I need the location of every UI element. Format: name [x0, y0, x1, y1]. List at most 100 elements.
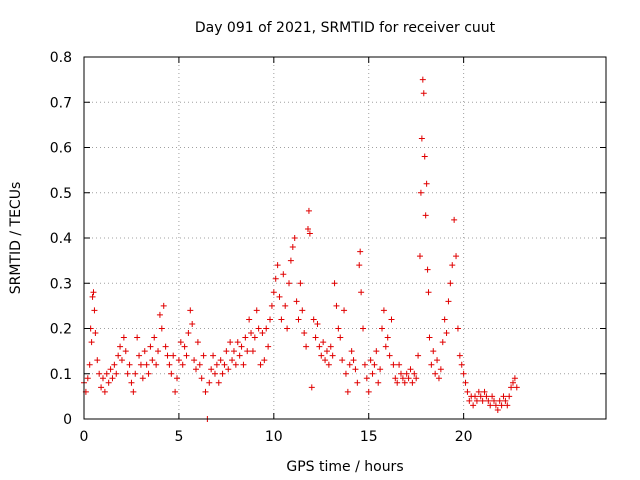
data-point: [310, 316, 317, 323]
data-point: [166, 361, 173, 368]
data-point: [238, 343, 245, 350]
data-point: [500, 393, 507, 400]
data-point: [139, 375, 146, 382]
data-point: [479, 397, 486, 404]
data-point: [373, 348, 380, 355]
data-point: [286, 280, 293, 287]
data-point: [229, 357, 236, 364]
data-point: [134, 334, 141, 341]
data-point: [96, 370, 103, 377]
data-point: [322, 357, 329, 364]
data-point: [496, 397, 503, 404]
data-point: [126, 361, 133, 368]
data-point: [244, 348, 251, 355]
data-point: [350, 357, 357, 364]
data-point: [371, 361, 378, 368]
data-point: [306, 230, 313, 237]
data-point: [263, 325, 270, 332]
data-point: [141, 348, 148, 355]
data-point: [179, 361, 186, 368]
data-point: [475, 388, 482, 395]
data-point: [483, 393, 490, 400]
data-point: [318, 352, 325, 359]
data-point: [225, 366, 232, 373]
data-point: [248, 330, 255, 337]
data-point: [424, 266, 431, 273]
data-point: [242, 334, 249, 341]
data-point: [272, 275, 279, 282]
data-point: [487, 402, 494, 409]
data-point: [103, 370, 110, 377]
x-tick-label: 5: [174, 429, 183, 445]
data-point: [511, 375, 518, 382]
data-point: [456, 352, 463, 359]
data-point: [230, 348, 237, 355]
data-point: [477, 393, 484, 400]
data-point: [342, 370, 349, 377]
data-point: [399, 375, 406, 382]
data-point: [489, 393, 496, 400]
data-point: [246, 316, 253, 323]
data-point: [352, 366, 359, 373]
data-point: [211, 370, 218, 377]
data-point: [249, 348, 256, 355]
data-point: [99, 375, 106, 382]
data-point: [506, 393, 513, 400]
data-point: [181, 343, 188, 350]
data-point: [117, 343, 124, 350]
data-point: [363, 375, 370, 382]
data-point: [508, 384, 515, 391]
data-point: [377, 366, 384, 373]
data-point: [434, 357, 441, 364]
x-tick-label: 10: [265, 429, 283, 445]
x-tick-label: 20: [455, 429, 473, 445]
data-point: [348, 348, 355, 355]
data-point: [168, 370, 175, 377]
x-axis-label: GPS time / hours: [286, 459, 403, 475]
data-point: [91, 307, 98, 314]
data-point: [219, 370, 226, 377]
data-point: [291, 235, 298, 241]
data-point: [308, 384, 315, 391]
data-point: [375, 379, 382, 386]
y-tick-label: 0.2: [50, 322, 72, 338]
data-point: [215, 379, 222, 386]
data-point: [458, 361, 465, 368]
data-point: [403, 370, 410, 377]
data-point: [84, 375, 91, 382]
data-point: [426, 334, 433, 341]
data-point: [92, 330, 99, 337]
data-point: [316, 343, 323, 350]
data-point: [200, 352, 207, 359]
data-point: [192, 366, 199, 373]
data-point: [287, 257, 294, 264]
data-point: [504, 402, 511, 409]
data-point: [118, 357, 125, 364]
grid-lines: [84, 57, 606, 419]
data-point: [346, 361, 353, 368]
data-point: [89, 293, 96, 300]
data-point: [213, 361, 220, 368]
data-point: [265, 343, 272, 350]
y-tick-label: 0.5: [50, 186, 72, 202]
data-point: [196, 361, 203, 368]
data-point: [217, 357, 224, 364]
data-point: [191, 357, 198, 364]
data-point: [301, 330, 308, 337]
data-point: [358, 289, 365, 296]
data-point: [441, 316, 448, 323]
data-point: [145, 370, 152, 377]
data-point: [339, 357, 346, 364]
data-point: [270, 289, 277, 296]
x-tick-label: 15: [360, 429, 378, 445]
data-point: [187, 307, 194, 314]
data-point: [156, 311, 163, 318]
data-point: [107, 366, 114, 373]
data-point: [105, 379, 112, 386]
data-point: [419, 76, 426, 83]
data-point: [430, 348, 437, 355]
data-point: [183, 352, 190, 359]
data-point: [421, 153, 428, 160]
data-point: [320, 339, 327, 346]
data-point: [423, 180, 430, 187]
